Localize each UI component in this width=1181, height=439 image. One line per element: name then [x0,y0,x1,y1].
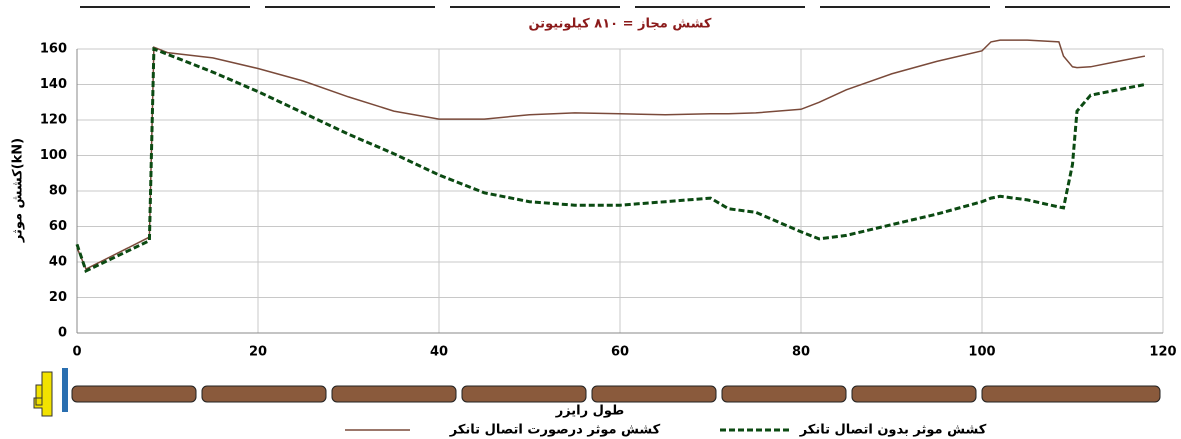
x-axis-label: طول رایزر [555,404,625,419]
y-tick-label: 60 [49,219,67,234]
legend-label: کشش موثر درصورت اتصال تانکر [449,423,661,438]
x-tick-label: 80 [792,345,810,360]
y-tick-label: 40 [49,255,67,270]
riser-diagram [33,368,1161,417]
legend-label: کشش موثر بدون اتصال تانکر [799,423,987,438]
y-tick-label: 80 [49,184,67,199]
x-tick-label: 120 [1149,345,1176,360]
chart-title: کشش مجاز = ۸۱۰ کیلونیوتن [528,17,711,32]
y-tick-label: 160 [40,42,67,57]
y-tick-label: 20 [49,290,67,305]
x-tick-label: 60 [611,345,629,360]
y-tick-label: 120 [40,113,67,128]
series-line [76,39,1146,271]
y-tick-label: 100 [40,148,67,163]
x-tick-label: 0 [72,345,81,360]
series-line [75,46,1146,273]
x-tick-label: 20 [249,345,267,360]
x-tick-label: 100 [968,345,995,360]
y-axis-label: کشش موثر(kN) [11,138,26,243]
x-tick-label: 40 [430,345,448,360]
y-tick-label: 0 [58,326,67,341]
y-tick-label: 140 [40,77,67,92]
